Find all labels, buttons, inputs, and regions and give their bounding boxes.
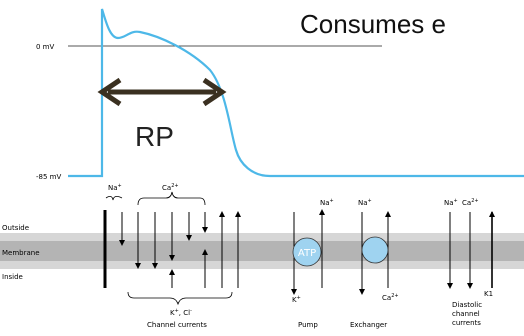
diastolic-ca-label: Ca2+: [462, 198, 479, 207]
k-cl-label: K+, Cl-: [170, 308, 192, 317]
exchanger-label: Exchanger: [350, 321, 387, 329]
channel-current-arrows: [135, 211, 241, 288]
diastolic-label-line2: channel: [452, 310, 480, 318]
rest-mv-label: -85 mV: [36, 173, 61, 181]
na-brace: [105, 196, 123, 201]
membrane-label: Membrane: [2, 249, 40, 257]
channel-currents-label: Channel currents: [147, 321, 207, 329]
pump-na-label: Na+: [320, 198, 334, 207]
atp-pump-circle: [292, 237, 322, 267]
diastolic-na-label: Na+: [444, 198, 458, 207]
diastolic-label-line3: currents: [452, 319, 481, 327]
exchanger-na-label: Na+: [358, 198, 372, 207]
pump-label: Pump: [298, 321, 318, 329]
channel-currents-bracket: [127, 291, 233, 306]
membrane-outer-top: [0, 233, 524, 241]
heading-partial: Consumes e: [300, 9, 446, 39]
refractory-period-arrow: [97, 77, 227, 107]
atp-label: ATP: [298, 248, 316, 259]
na-ion-label-1: Na+: [108, 183, 122, 192]
diastolic-k1-label: K1: [484, 290, 493, 298]
action-potential-trace: [68, 8, 524, 178]
diastolic-label-line1: Diastolic: [452, 301, 482, 309]
pump-k-label: K+: [292, 295, 301, 304]
zero-mv-label: 0 mV: [36, 43, 54, 51]
ca-ion-label-1: Ca2+: [162, 183, 179, 192]
membrane-outer-bottom: [0, 261, 524, 269]
exchanger-circle: [361, 236, 389, 264]
na-channel-arrows: [103, 210, 125, 288]
outside-label: Outside: [2, 224, 29, 232]
refractory-period-label: RP: [135, 121, 174, 152]
membrane-band: [0, 241, 524, 261]
ca-bracket: [137, 191, 206, 206]
exchanger-ca-label: Ca2+: [382, 293, 399, 302]
inside-label: Inside: [2, 273, 23, 281]
